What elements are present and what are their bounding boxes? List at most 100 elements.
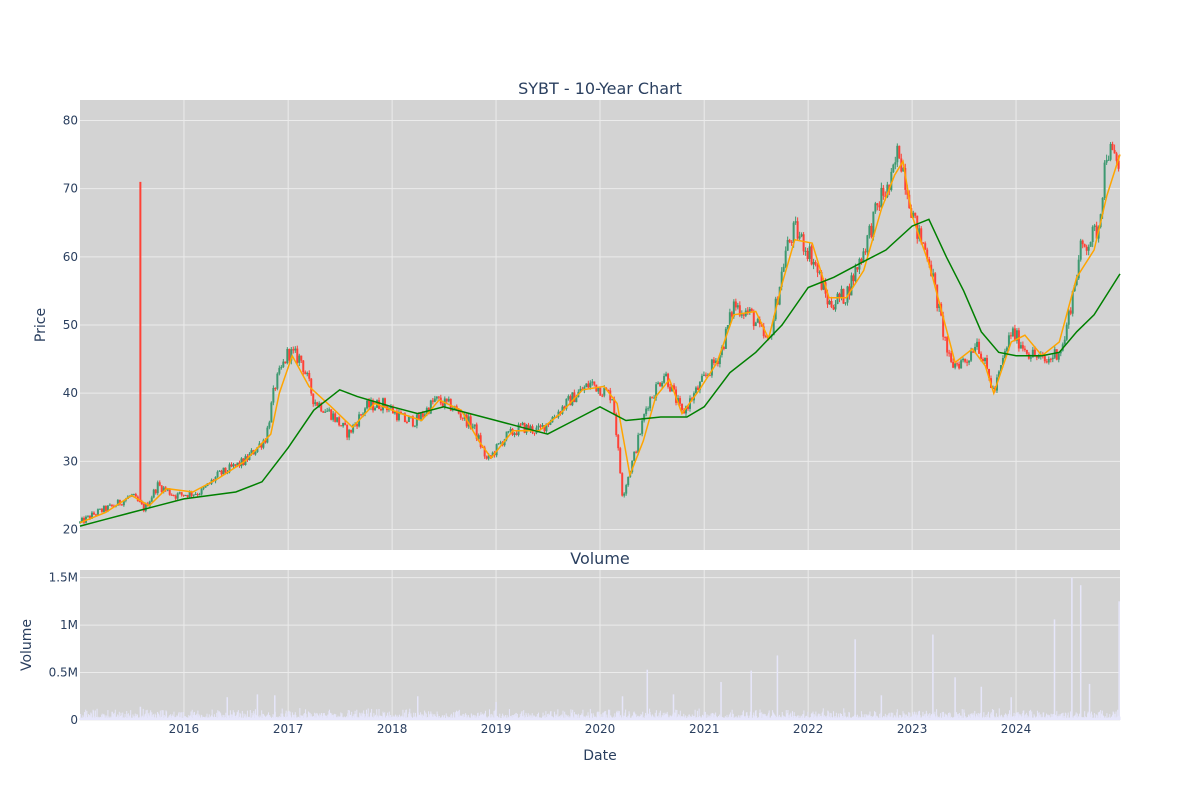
volume-bar — [111, 711, 113, 720]
volume-bar — [664, 712, 666, 720]
volume-bar — [694, 715, 696, 720]
volume-bar — [839, 713, 841, 720]
volume-bar — [1004, 717, 1006, 720]
volume-bar — [364, 713, 366, 720]
candle-body — [356, 424, 359, 427]
candle-body — [166, 489, 169, 491]
candle-body — [445, 398, 448, 402]
candle-body — [997, 371, 1000, 378]
volume-bar — [279, 717, 281, 720]
volume-bar — [92, 717, 94, 720]
volume-bar — [780, 717, 782, 720]
volume-bar — [307, 716, 309, 720]
candle-body — [282, 361, 285, 367]
volume-bar — [768, 710, 770, 720]
volume-bar — [382, 711, 384, 720]
volume-bar — [986, 717, 988, 720]
volume-spike-bar — [954, 677, 956, 720]
candle-body — [964, 358, 967, 362]
volume-bar — [94, 718, 96, 720]
volume-bar — [859, 718, 861, 720]
candle-body — [762, 326, 765, 337]
volume-bar — [958, 718, 960, 720]
volume-bar — [427, 717, 429, 720]
volume-bar — [964, 717, 966, 720]
volume-bar — [445, 718, 447, 720]
volume-bar — [436, 717, 438, 720]
volume-bar — [428, 711, 430, 720]
volume-bar — [820, 715, 822, 720]
volume-bar — [448, 717, 450, 720]
volume-bar — [1003, 714, 1005, 720]
volume-bar — [81, 717, 83, 720]
date-tick-label-2017: 2017 — [273, 722, 304, 736]
volume-bar — [115, 716, 117, 720]
volume-bar — [454, 712, 456, 720]
volume-bar — [856, 714, 858, 720]
candle-body — [641, 420, 644, 434]
candle-body — [854, 267, 857, 282]
candle-body — [150, 497, 153, 502]
volume-bar — [1074, 716, 1076, 720]
volume-bar — [85, 709, 87, 720]
volume-bar — [494, 709, 496, 720]
volume-bar — [905, 717, 907, 720]
volume-bar — [645, 712, 647, 720]
volume-bar — [974, 710, 976, 720]
candle-body — [1091, 226, 1094, 243]
volume-bar — [791, 717, 793, 720]
volume-bar — [338, 716, 340, 720]
volume-bar — [474, 715, 476, 720]
candle-body — [236, 462, 239, 466]
volume-bar — [468, 716, 470, 720]
candle-body — [499, 442, 502, 444]
volume-bar — [225, 718, 227, 720]
candle-body — [679, 398, 682, 404]
volume-bar — [423, 716, 425, 720]
volume-bar — [971, 714, 973, 720]
candle-body — [1101, 197, 1104, 215]
volume-bar — [499, 718, 501, 720]
volume-bar — [668, 716, 670, 720]
candle-body — [94, 514, 97, 516]
volume-bar — [89, 716, 91, 720]
volume-bar — [498, 717, 500, 720]
volume-bar — [906, 716, 908, 720]
volume-bar — [440, 718, 442, 720]
volume-bar — [647, 713, 649, 720]
volume-bar — [867, 716, 869, 720]
volume-bar — [823, 716, 825, 720]
volume-bar — [534, 716, 536, 720]
volume-bar — [479, 715, 481, 720]
candle-body — [702, 374, 705, 376]
volume-bar — [302, 717, 304, 720]
volume-bar — [483, 715, 485, 720]
volume-bar — [935, 716, 937, 720]
volume-bar — [809, 717, 811, 720]
volume-bar — [1002, 717, 1004, 720]
candle-body — [334, 413, 337, 422]
volume-bar — [185, 717, 187, 720]
volume-bar — [811, 714, 813, 720]
volume-bar — [853, 716, 855, 720]
volume-bar — [517, 717, 519, 720]
volume-bar — [978, 717, 980, 720]
volume-bar — [129, 714, 131, 720]
volume-bar — [775, 718, 777, 720]
volume-spike-bar — [980, 686, 983, 720]
volume-bar — [599, 717, 601, 720]
volume-bar — [977, 712, 979, 720]
volume-bar — [723, 717, 725, 720]
volume-bar — [114, 715, 116, 720]
volume-bar — [369, 712, 371, 720]
volume-bar — [434, 715, 436, 720]
candle-body — [180, 492, 183, 495]
volume-bar — [686, 717, 688, 720]
volume-bar — [291, 717, 293, 720]
volume-bar — [207, 717, 209, 720]
volume-bar — [1038, 712, 1040, 720]
volume-bar — [111, 711, 113, 720]
volume-bar — [244, 716, 246, 720]
volume-bar — [147, 718, 149, 720]
volume-bar — [994, 717, 996, 720]
